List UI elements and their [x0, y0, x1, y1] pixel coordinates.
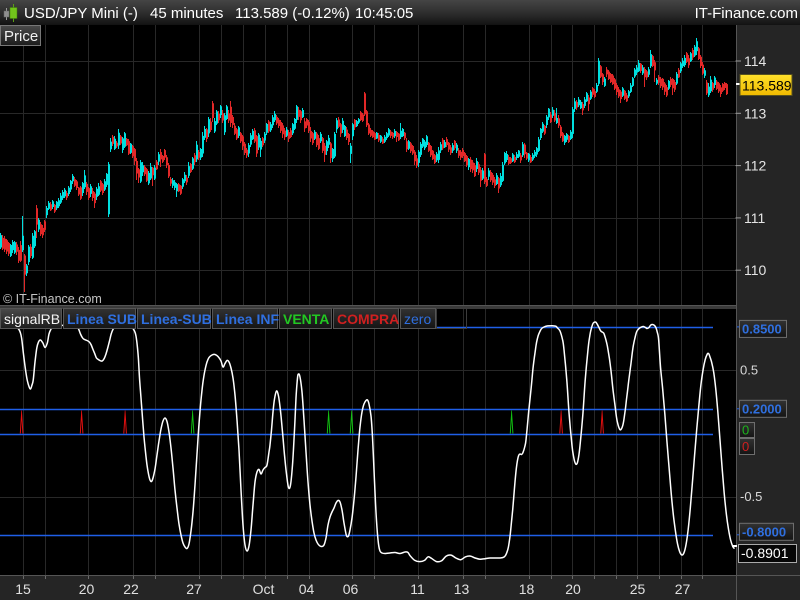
- svg-text:22: 22: [123, 581, 139, 597]
- svg-text:20: 20: [79, 581, 95, 597]
- svg-text:© IT-Finance.com: © IT-Finance.com: [3, 292, 102, 306]
- svg-text:111: 111: [744, 210, 765, 226]
- svg-text:113.589: 113.589: [742, 78, 792, 94]
- svg-text:27: 27: [675, 581, 691, 597]
- svg-text:-0.8000: -0.8000: [742, 524, 786, 539]
- svg-text:0.2000: 0.2000: [742, 401, 782, 416]
- svg-text:0: 0: [742, 439, 749, 454]
- svg-text:13: 13: [454, 581, 470, 597]
- svg-text:-0.5: -0.5: [740, 489, 762, 504]
- svg-text:11: 11: [410, 581, 425, 597]
- svg-text:15: 15: [15, 581, 31, 597]
- svg-text:113: 113: [744, 105, 767, 121]
- svg-text:04: 04: [299, 581, 315, 597]
- svg-text:zero: zero: [404, 311, 431, 327]
- svg-text:Linea-SUB: Linea-SUB: [141, 311, 212, 327]
- svg-text:18: 18: [519, 581, 535, 597]
- svg-text:Price: Price: [4, 28, 38, 45]
- svg-text:114: 114: [744, 53, 767, 69]
- svg-text:signalRB: signalRB: [4, 311, 60, 327]
- svg-text:0.8500: 0.8500: [742, 321, 782, 336]
- svg-text:27: 27: [186, 581, 202, 597]
- svg-text:VENTA: VENTA: [283, 311, 329, 327]
- svg-text:-0.8901: -0.8901: [741, 545, 789, 561]
- svg-text:Linea INF: Linea INF: [216, 311, 279, 327]
- svg-text:25: 25: [630, 581, 646, 597]
- svg-text:Oct: Oct: [253, 581, 275, 597]
- svg-text:110: 110: [744, 262, 767, 278]
- svg-text:06: 06: [343, 581, 359, 597]
- svg-text:0: 0: [742, 423, 749, 438]
- svg-text:20: 20: [565, 581, 581, 597]
- svg-text:0.5: 0.5: [740, 363, 758, 378]
- svg-text:112: 112: [744, 158, 767, 174]
- svg-text:Linea SUB: Linea SUB: [67, 311, 137, 327]
- svg-text:COMPRA: COMPRA: [337, 311, 399, 327]
